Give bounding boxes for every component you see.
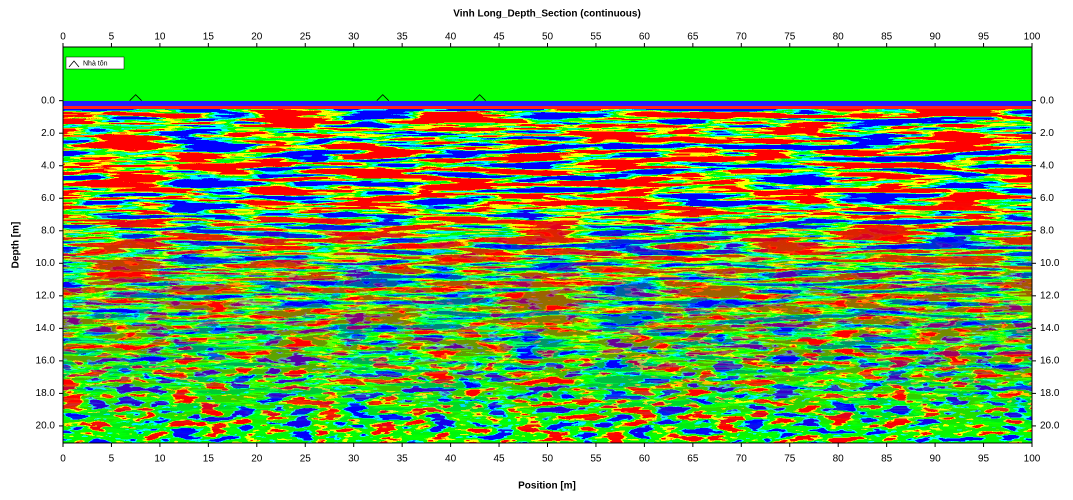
x-tick-label-top: 5 (109, 32, 115, 43)
x-tick-label-top: 95 (978, 32, 990, 43)
x-tick-label-top: 30 (348, 32, 360, 43)
y-tick-label-right: 20.0 (1040, 421, 1060, 432)
y-tick-label-right: 16.0 (1040, 356, 1060, 367)
x-tick-label: 85 (881, 454, 893, 465)
marker (129, 94, 142, 101)
legend-box (65, 56, 125, 70)
y-tick-label-right: 0.0 (1040, 95, 1054, 106)
y-tick-label-right: 10.0 (1040, 258, 1060, 269)
y-tick-label-right: 2.0 (1040, 128, 1054, 139)
x-tick-label-top: 25 (300, 32, 312, 43)
legend-label: Nhà tôn (83, 60, 108, 67)
radargram-transition (63, 200, 1032, 443)
y-tick-label-right: 4.0 (1040, 160, 1054, 171)
y-tick-label-right: 12.0 (1040, 290, 1060, 301)
legend: Nhà tôn (65, 56, 125, 70)
y-tick-label: 2.0 (41, 128, 55, 139)
x-tick-label: 50 (542, 454, 554, 465)
x-tick-label-top: 80 (833, 32, 845, 43)
y-tick-label: 10.0 (36, 258, 56, 269)
y-tick-label-right: 18.0 (1040, 388, 1060, 399)
legend-symbol (68, 60, 80, 68)
x-tick-label: 15 (203, 454, 215, 465)
x-tick-label-top: 35 (397, 32, 409, 43)
x-tick-label-top: 45 (493, 32, 505, 43)
y-tick-label: 6.0 (41, 193, 55, 204)
x-tick-label: 10 (154, 454, 166, 465)
y-tick-label: 16.0 (36, 356, 56, 367)
x-tick-label: 5 (109, 454, 115, 465)
x-tick-label-top: 40 (445, 32, 457, 43)
x-tick-label: 35 (397, 454, 409, 465)
x-tick-label-top: 10 (154, 32, 166, 43)
x-tick-label: 90 (930, 454, 942, 465)
y-tick-label: 18.0 (36, 388, 56, 399)
surface-reflection (63, 106, 1032, 109)
radargram-upper (63, 108, 1032, 200)
x-tick-label: 60 (639, 454, 651, 465)
x-tick-label-top: 100 (1024, 32, 1041, 43)
x-tick-label-top: 55 (590, 32, 602, 43)
x-tick-label-top: 0 (60, 32, 66, 43)
x-tick-label: 45 (493, 454, 505, 465)
x-tick-label: 100 (1024, 454, 1041, 465)
x-tick-label: 80 (833, 454, 845, 465)
x-tick-label-top: 85 (881, 32, 893, 43)
y-tick-label: 4.0 (41, 160, 55, 171)
y-tick-label: 0.0 (41, 95, 55, 106)
x-tick-label-top: 60 (639, 32, 651, 43)
y-axis-label: Depth [m] (11, 222, 22, 269)
x-tick-label-top: 20 (251, 32, 263, 43)
x-tick-label-top: 75 (784, 32, 796, 43)
y-tick-label: 14.0 (36, 323, 56, 334)
x-tick-label: 70 (736, 454, 748, 465)
chart-title: Vinh Long_Depth_Section (continuous) (453, 9, 641, 20)
y-tick-label-right: 14.0 (1040, 323, 1060, 334)
x-tick-label: 55 (590, 454, 602, 465)
x-axis-label: Position [m] (518, 481, 576, 492)
x-tick-label: 75 (784, 454, 796, 465)
x-tick-label-top: 65 (687, 32, 699, 43)
x-tick-label: 25 (300, 454, 312, 465)
x-tick-label: 20 (251, 454, 263, 465)
y-tick-label-right: 6.0 (1040, 193, 1054, 204)
x-tick-label: 65 (687, 454, 699, 465)
y-tick-label: 12.0 (36, 290, 56, 301)
surface-reflection (63, 101, 1032, 106)
x-tick-label-top: 15 (203, 32, 215, 43)
marker (473, 94, 486, 101)
x-tick-label: 0 (60, 454, 66, 465)
y-tick-label: 20.0 (36, 421, 56, 432)
x-tick-label: 30 (348, 454, 360, 465)
marker (376, 94, 390, 101)
x-tick-label-top: 70 (736, 32, 748, 43)
y-tick-label-right: 8.0 (1040, 225, 1054, 236)
x-tick-label-top: 50 (542, 32, 554, 43)
x-tick-label-top: 90 (930, 32, 942, 43)
x-tick-label: 95 (978, 454, 990, 465)
x-tick-label: 40 (445, 454, 457, 465)
y-tick-label: 8.0 (41, 225, 55, 236)
